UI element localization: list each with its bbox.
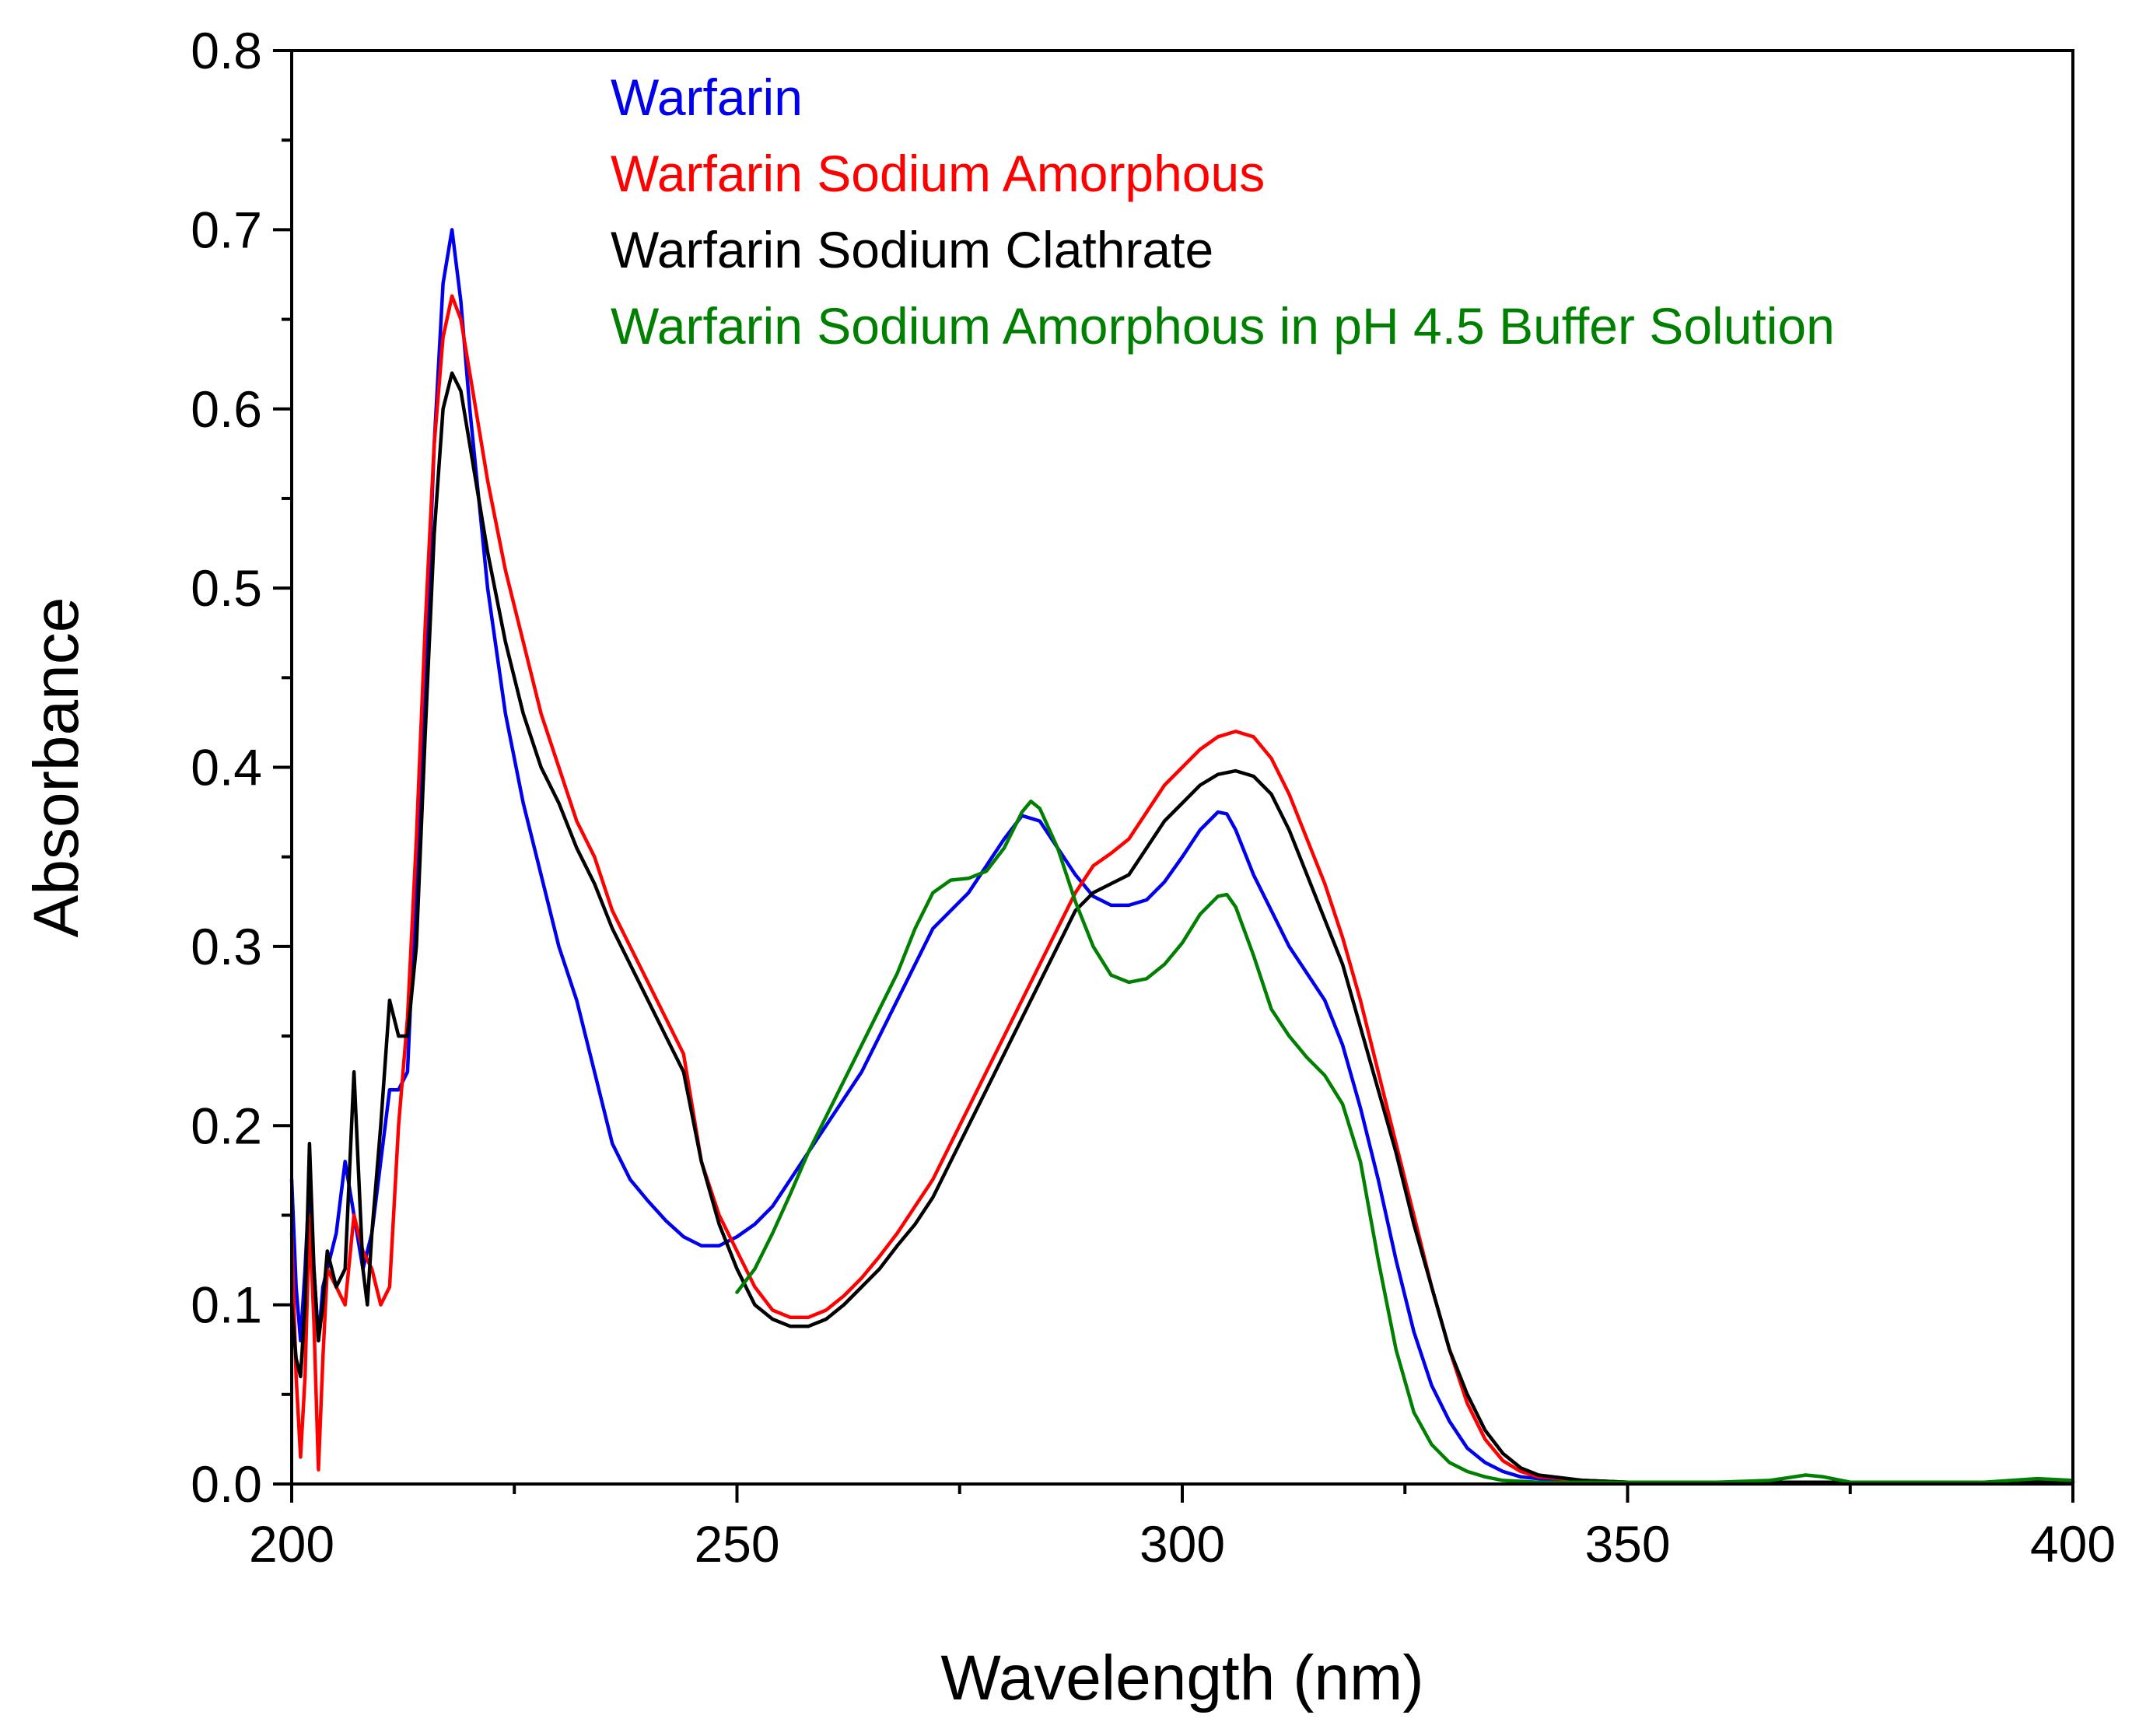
y-tick-label: 0.0: [191, 1455, 262, 1513]
series-line-3: [289, 371, 2075, 1484]
legend-entry-2: Warfarin Sodium Amorphous: [611, 145, 1265, 202]
legend-entry-4: Warfarin Sodium Amorphous in pH 4.5 Buff…: [611, 297, 1835, 355]
x-tick-label: 400: [2030, 1515, 2116, 1573]
y-tick-label: 0.4: [191, 739, 262, 796]
y-axis-title: Absorbance: [21, 597, 92, 938]
y-tick-label: 0.2: [191, 1097, 262, 1154]
series-line-1: [289, 228, 2075, 1484]
y-tick-label: 0.8: [191, 22, 262, 79]
x-tick-label: 200: [249, 1515, 334, 1573]
y-tick-label: 0.1: [191, 1276, 262, 1334]
series-layer: [289, 228, 2075, 1484]
x-tick-label: 300: [1140, 1515, 1225, 1573]
x-axis-title: Wavelength (nm): [940, 1643, 1423, 1713]
series-line-4: [735, 800, 2075, 1484]
x-tick-label: 350: [1584, 1515, 1670, 1573]
x-tick-label: 250: [694, 1515, 779, 1573]
y-tick-label: 0.3: [191, 918, 262, 975]
y-tick-label: 0.7: [191, 201, 262, 258]
series-line-2: [289, 294, 2075, 1484]
legend: Warfarin Warfarin Sodium Amorphous Warfari…: [611, 68, 1835, 355]
y-tick-label: 0.5: [191, 559, 262, 617]
x-axis-ticks: 200 250 300 350 400: [249, 1484, 2116, 1573]
legend-entry-3: Warfarin Sodium Clathrate: [611, 221, 1213, 278]
y-axis-ticks: 0.0 0.1 0.2 0.3 0.4 0.5 0.6 0.7 0.8: [191, 22, 292, 1513]
y-tick-label: 0.6: [191, 380, 262, 438]
legend-entry-1: Warfarin: [611, 68, 803, 126]
